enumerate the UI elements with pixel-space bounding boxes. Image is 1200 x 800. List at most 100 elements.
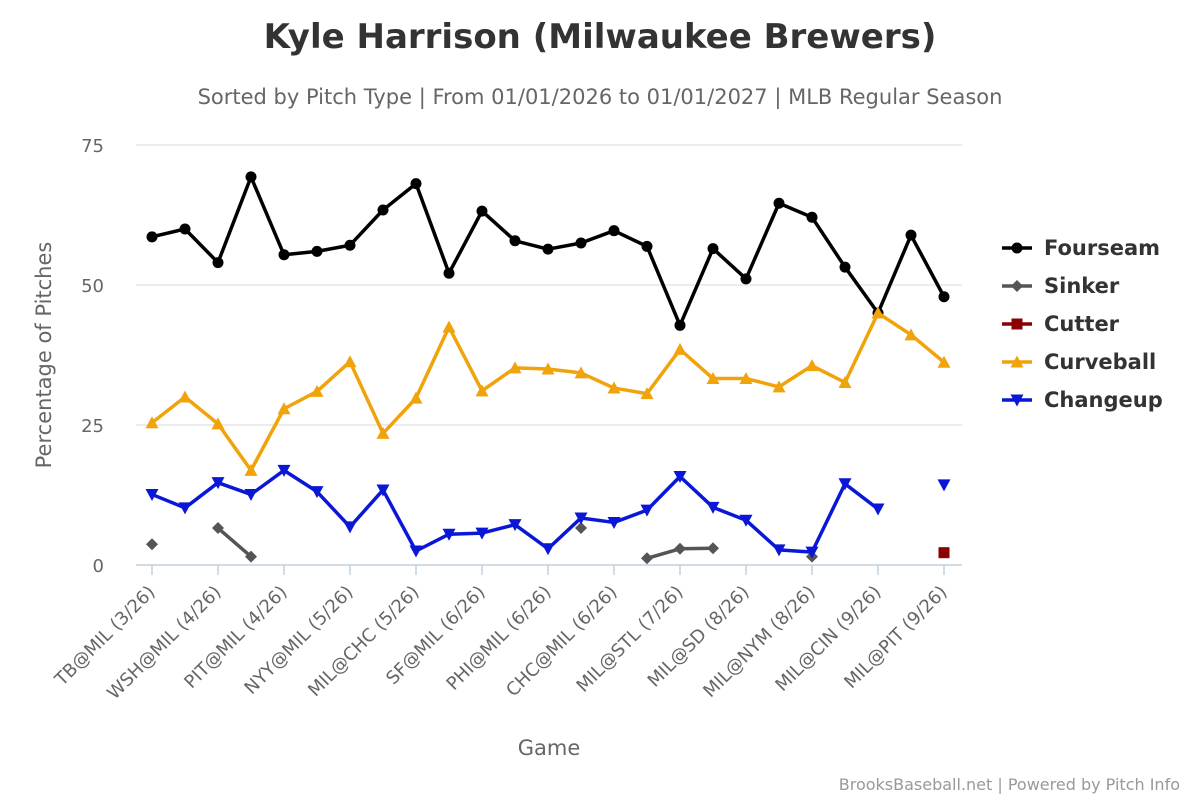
data-point-changeup — [409, 545, 423, 558]
data-point-sinker — [707, 542, 719, 555]
data-point-fourseam — [938, 291, 950, 303]
data-point-curveball — [376, 426, 390, 439]
series-fourseam — [146, 171, 950, 331]
y-tick-label: 0 — [93, 556, 104, 577]
legend-item-fourseam[interactable]: Fourseam — [1002, 236, 1160, 260]
x-tick-label: MIL@NYM (8/26) — [699, 582, 819, 702]
legend-item-changeup[interactable]: Changeup — [1002, 388, 1163, 412]
data-point-curveball — [805, 359, 819, 372]
chart-title: Kyle Harrison (Milwaukee Brewers) — [264, 17, 937, 57]
data-point-changeup — [277, 464, 291, 477]
legend-marker-cutter — [1011, 318, 1023, 330]
data-point-curveball — [673, 342, 687, 355]
data-point-changeup — [145, 488, 159, 501]
x-tick-label: WSH@MIL (4/26) — [103, 582, 225, 704]
data-point-changeup — [178, 502, 192, 515]
legend-marker-sinker — [1011, 280, 1023, 292]
data-point-fourseam — [245, 171, 257, 183]
data-point-changeup — [310, 486, 324, 499]
legend-label-sinker: Sinker — [1044, 274, 1120, 298]
y-tick-label: 50 — [81, 276, 104, 297]
x-axis-title: Game — [518, 736, 581, 760]
data-point-changeup — [508, 519, 522, 532]
data-point-sinker — [641, 552, 653, 565]
x-tick-label: CHC@MIL (6/26) — [502, 582, 621, 701]
data-point-curveball — [145, 416, 159, 429]
data-point-changeup — [343, 521, 357, 534]
legend-label-changeup: Changeup — [1044, 388, 1163, 412]
data-point-fourseam — [443, 267, 455, 279]
data-point-changeup — [376, 484, 390, 497]
data-point-changeup — [805, 546, 819, 559]
data-point-sinker — [212, 522, 224, 535]
data-point-curveball — [607, 381, 621, 394]
data-point-curveball — [838, 375, 852, 388]
data-point-fourseam — [212, 257, 224, 269]
data-point-fourseam — [476, 205, 488, 217]
data-point-curveball — [244, 463, 258, 476]
data-point-changeup — [871, 503, 885, 516]
series-line-sinker — [216, 526, 253, 559]
legend-marker-fourseam — [1011, 242, 1023, 254]
data-point-changeup — [772, 544, 786, 557]
data-point-curveball — [442, 320, 456, 333]
legend-item-curveball[interactable]: Curveball — [1002, 350, 1156, 374]
series-cutter — [938, 547, 950, 559]
data-point-fourseam — [839, 261, 851, 273]
y-tick-label: 25 — [81, 416, 104, 437]
data-point-fourseam — [344, 239, 356, 251]
data-point-fourseam — [377, 204, 389, 216]
data-point-fourseam — [608, 225, 620, 237]
data-point-fourseam — [674, 319, 686, 331]
data-point-changeup — [574, 512, 588, 525]
data-point-curveball — [277, 402, 291, 415]
data-point-fourseam — [905, 229, 917, 241]
series-changeup — [145, 464, 951, 559]
data-point-changeup — [244, 488, 258, 501]
legend-label-curveball: Curveball — [1044, 350, 1156, 374]
data-point-curveball — [706, 372, 720, 385]
legend-label-fourseam: Fourseam — [1044, 236, 1160, 260]
data-point-changeup — [640, 504, 654, 517]
legend-item-cutter[interactable]: Cutter — [1002, 312, 1120, 336]
data-point-curveball — [343, 355, 357, 368]
data-point-cutter — [938, 547, 950, 559]
data-point-curveball — [310, 384, 324, 397]
data-point-curveball — [640, 387, 654, 400]
data-point-fourseam — [641, 240, 653, 252]
legend: Fourseam Sinker Cutter Curveball Changeup — [1002, 236, 1163, 412]
data-point-changeup — [838, 478, 852, 491]
data-point-sinker — [146, 538, 158, 551]
series-curveball — [145, 306, 951, 476]
data-point-fourseam — [773, 197, 785, 209]
series-layer — [145, 171, 951, 565]
data-point-fourseam — [707, 243, 719, 255]
series-line-curveball — [150, 311, 946, 473]
data-point-sinker — [674, 542, 686, 555]
data-point-curveball — [574, 366, 588, 379]
data-point-sinker — [575, 522, 587, 535]
legend-label-cutter: Cutter — [1044, 312, 1120, 336]
data-point-changeup — [541, 543, 555, 556]
data-point-curveball — [211, 417, 225, 430]
series-line-changeup — [150, 468, 880, 554]
data-point-fourseam — [146, 231, 158, 243]
data-point-fourseam — [410, 178, 422, 190]
data-point-curveball — [871, 306, 885, 319]
x-tick-label: MIL@CHC (5/26) — [304, 582, 423, 701]
x-axis-ticks: TB@MIL (3/26)WSH@MIL (4/26)PIT@MIL (4/26… — [50, 565, 952, 704]
data-point-fourseam — [542, 243, 554, 255]
data-point-curveball — [475, 384, 489, 397]
data-point-fourseam — [509, 235, 521, 247]
data-point-sinker — [245, 550, 257, 563]
data-point-changeup — [673, 471, 687, 484]
legend-marker-changeup — [1010, 394, 1024, 407]
data-point-fourseam — [311, 245, 323, 257]
credits-text[interactable]: BrooksBaseball.net | Powered by Pitch In… — [839, 775, 1180, 794]
y-axis-title: Percentage of Pitches — [32, 242, 56, 469]
data-point-changeup — [937, 479, 951, 492]
chart-subtitle: Sorted by Pitch Type | From 01/01/2026 t… — [198, 85, 1003, 110]
legend-item-sinker[interactable]: Sinker — [1002, 274, 1120, 298]
